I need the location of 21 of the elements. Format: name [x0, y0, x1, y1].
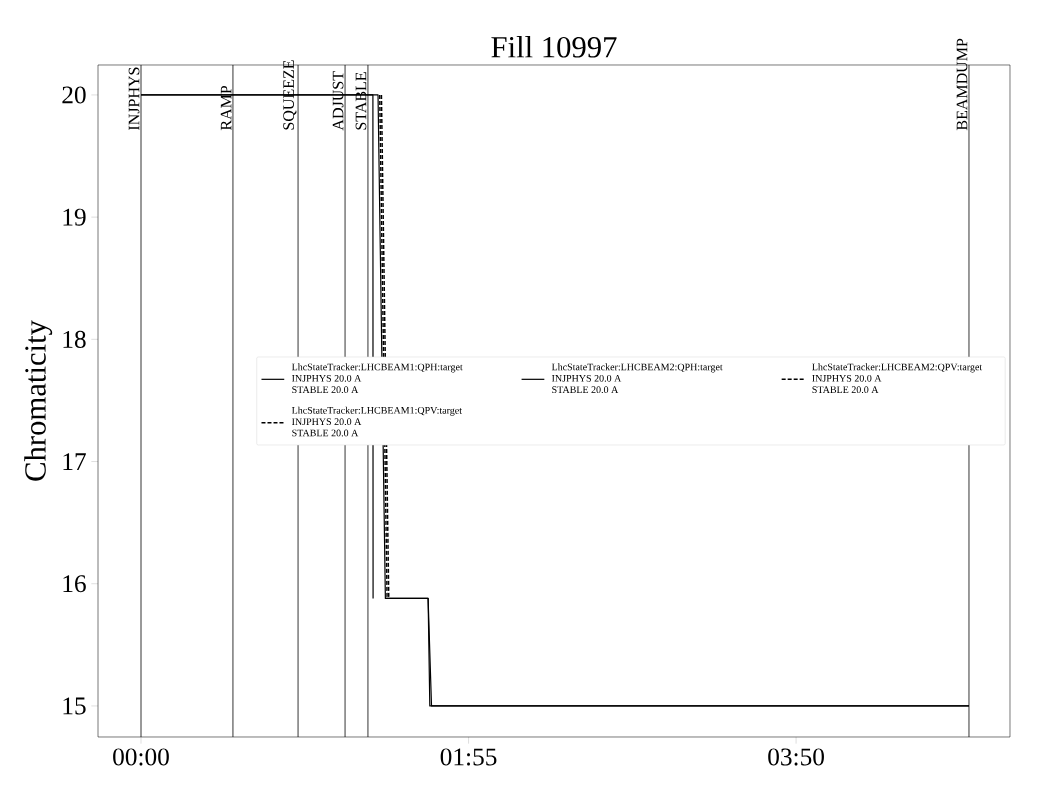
x-tick-label: 00:00 — [113, 748, 169, 766]
ref-line-label: SQUEEZE — [283, 60, 297, 130]
chart-title: Fill 10997 — [491, 36, 617, 58]
y-tick-label: 18 — [63, 330, 86, 348]
y-tick-label: 20 — [62, 86, 86, 104]
legend-label: LhcStateTracker:LHCBEAM2:QPH:target INJPHYS 20.0 A STABLE 20.0 A — [551, 363, 723, 394]
y-tick-label: 15 — [63, 697, 86, 715]
y-tick-label: 16 — [63, 575, 86, 593]
legend-label: LhcStateTracker:LHCBEAM1:QPV:target INJPHYS 20.0 A STABLE 20.0 A — [291, 406, 462, 437]
ref-line-label: INJPHYS — [128, 67, 140, 130]
ref-line-label: ADJUST — [332, 71, 344, 131]
y-tick-label: 17 — [63, 453, 86, 470]
ref-line-label: STABLE — [355, 72, 367, 130]
x-tick-label: 03:50 — [768, 748, 824, 766]
legend-label: LhcStateTracker:LHCBEAM2:QPV:target INJPHYS 20.0 A STABLE 20.0 A — [812, 363, 983, 394]
y-tick-label: 19 — [63, 208, 86, 226]
y-axis-title: Chromaticity — [24, 320, 53, 481]
legend-label: LhcStateTracker:LHCBEAM1:QPH:target INJPHYS 20.0 A STABLE 20.0 A — [291, 363, 463, 394]
ref-line-label: BEAMDUMP — [956, 38, 968, 131]
x-tick-label: 01:55 — [440, 748, 497, 766]
ref-line-label: RAMP — [220, 85, 232, 131]
